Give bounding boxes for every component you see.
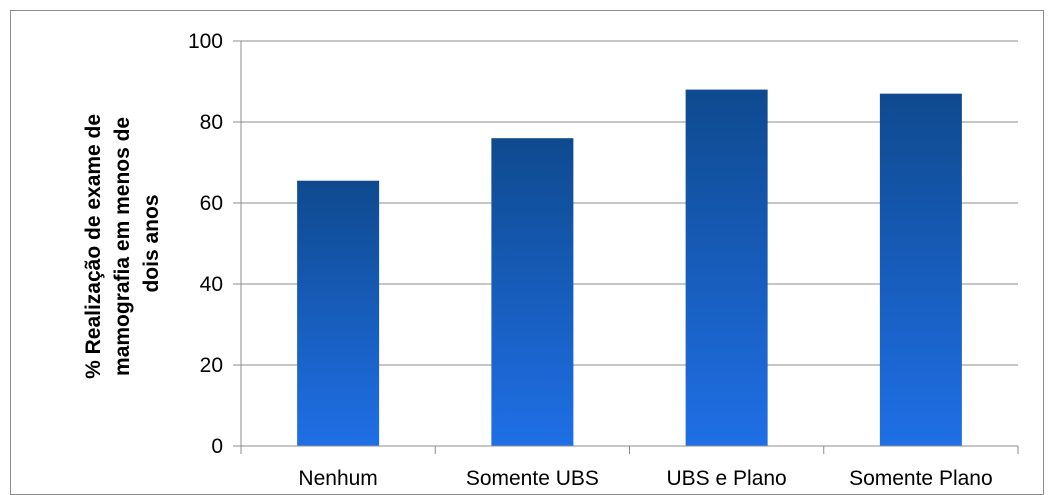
y-tick-label: 60	[200, 192, 223, 215]
bar-somente-plano	[879, 93, 962, 447]
y-tick-label: 0	[211, 435, 223, 458]
y-tick-label: 40	[200, 273, 223, 296]
y-axis-label-line-1: % Realização de exame de	[82, 114, 105, 379]
bar-nenhum	[297, 180, 380, 446]
y-tick-label: 80	[200, 111, 223, 134]
y-axis-label-line-3: dois anos	[140, 194, 163, 292]
bar-somente-ubs	[491, 138, 574, 446]
x-tick-label: Somente UBS	[466, 467, 599, 490]
axes	[240, 41, 1019, 454]
x-tick-labels: Nenhum Somente UBS UBS e Plano Somente Plan…	[298, 467, 992, 490]
y-axis-label-line-2: mamografia em menos de	[111, 117, 134, 376]
bar-ubs-e-plano	[685, 89, 768, 446]
x-tick-label: UBS e Plano	[667, 467, 787, 490]
y-tick-labels: 0 20 40 60 80 100	[188, 30, 223, 458]
bars	[297, 89, 962, 447]
x-tick-label: Somente Plano	[849, 467, 993, 490]
y-tick-label: 20	[200, 354, 223, 377]
y-tick-label: 100	[188, 30, 223, 53]
x-tick-label: Nenhum	[298, 467, 377, 490]
y-axis-label: % Realização de exame de mamografia em m…	[82, 108, 163, 379]
